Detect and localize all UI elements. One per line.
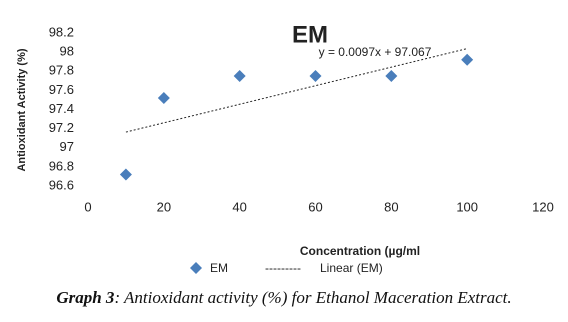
x-tick-label: 20 [157, 199, 171, 214]
y-tick-label: 98 [60, 44, 74, 59]
x-tick-label: 40 [232, 199, 246, 214]
y-tick-label: 97 [60, 139, 74, 154]
y-tick-label: 96.6 [49, 177, 74, 192]
x-tick-label: 120 [532, 199, 554, 214]
y-tick-label: 97.4 [49, 101, 74, 116]
x-axis-title: Concentration (µg/ml [300, 244, 420, 258]
legend-label: EM [210, 261, 228, 275]
x-tick-label: 100 [456, 199, 478, 214]
point [461, 53, 474, 66]
caption: Graph 3: Antioxidant activity (%) for Et… [0, 288, 568, 308]
y-tick-label: 98.2 [49, 24, 74, 39]
trendline [125, 48, 468, 133]
x-tick-label: 0 [84, 199, 91, 214]
y-tick-label: 97.6 [49, 82, 74, 97]
legend-dash: --------- [265, 261, 301, 275]
point [385, 70, 398, 83]
x-tick-label: 60 [308, 199, 322, 214]
y-tick-label: 96.8 [49, 158, 74, 173]
point [157, 92, 170, 105]
point [233, 70, 246, 83]
x-tick-label: 80 [384, 199, 398, 214]
point [119, 168, 132, 181]
chart-title: EM [292, 21, 328, 48]
y-tick-label: 97.8 [49, 63, 74, 78]
chart: EM y = 0.0097x + 97.067 Concentration (µ… [16, 21, 554, 275]
point [309, 70, 322, 83]
y-tick-label: 97.2 [49, 120, 74, 135]
caption-text: : Antioxidant activity (%) for Ethanol M… [114, 288, 512, 307]
y-axis-title: Antioxidant Activity (%) [16, 48, 28, 171]
legend-label: Linear (EM) [320, 261, 383, 275]
legend-marker [190, 262, 202, 274]
trend-equation: y = 0.0097x + 97.067 [319, 45, 432, 59]
caption-label: Graph 3 [56, 288, 115, 307]
